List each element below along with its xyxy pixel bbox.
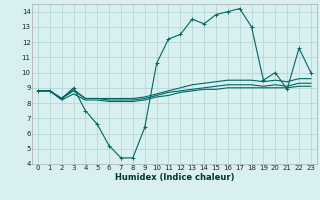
X-axis label: Humidex (Indice chaleur): Humidex (Indice chaleur) xyxy=(115,173,234,182)
